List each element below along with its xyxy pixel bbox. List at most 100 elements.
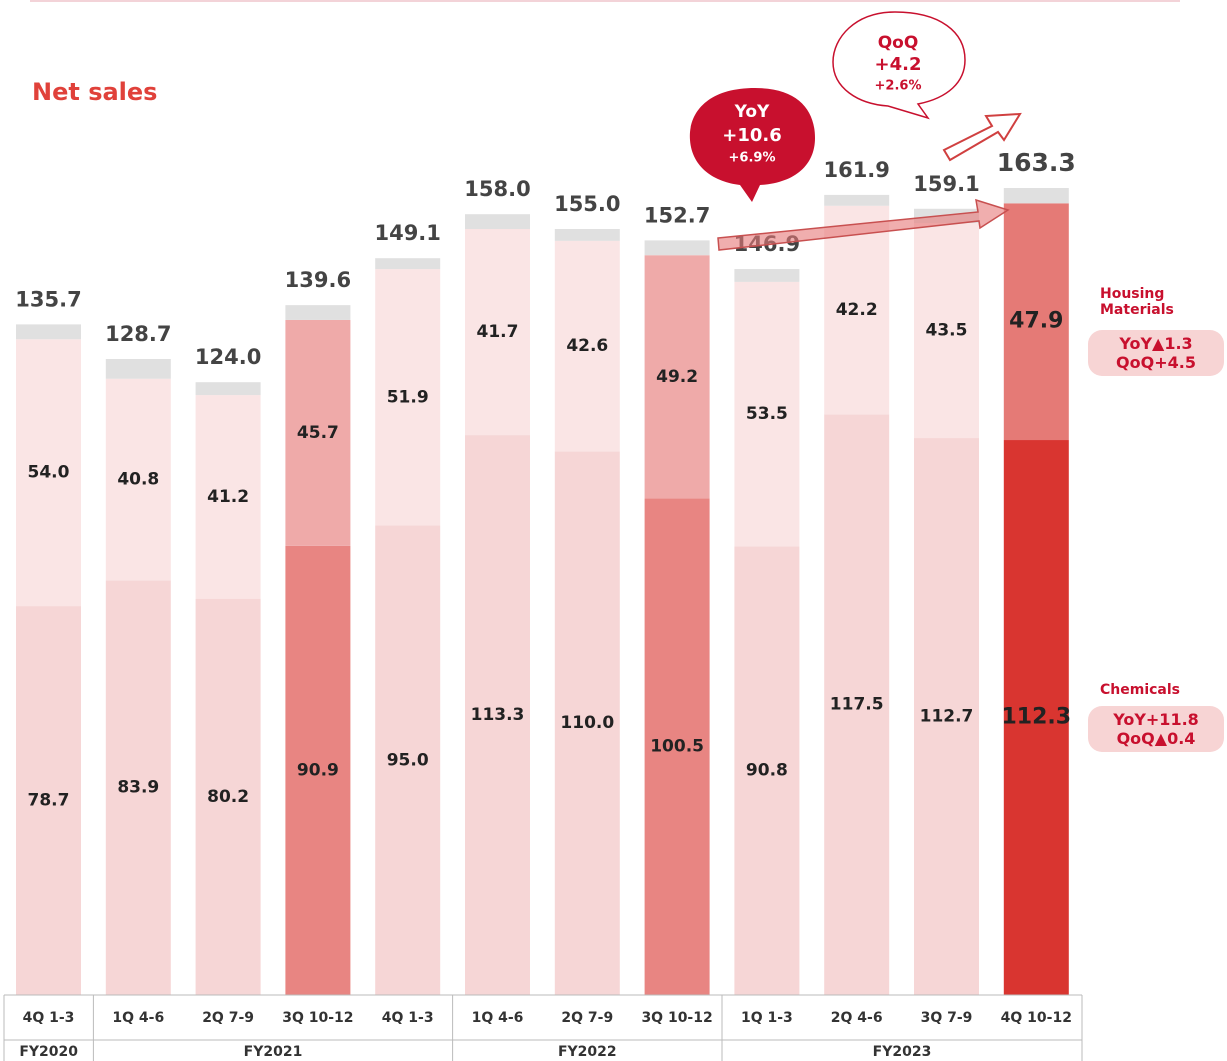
value-label: 53.5: [746, 404, 788, 424]
value-label: 41.2: [207, 487, 249, 507]
note: YoY+11.8: [1113, 710, 1199, 729]
value-label: 112.3: [1002, 705, 1072, 730]
note: QoQ+4.5: [1116, 353, 1196, 372]
x-tick-label: 1Q 4-6: [472, 1010, 524, 1026]
value-label: 95.0: [387, 750, 429, 770]
x-tick-label: 3Q 10-12: [641, 1010, 712, 1026]
value-label: 78.7: [28, 791, 70, 811]
qoq-bubble: [832, 11, 966, 120]
x-tick-label: 2Q 4-6: [831, 1010, 883, 1026]
value-label: 80.2: [207, 787, 249, 807]
bar-segment: [16, 606, 81, 995]
bar-segment: [105, 378, 171, 581]
bar-segment: [554, 240, 620, 452]
value-label: 113.3: [471, 705, 525, 725]
bar-segment: [644, 255, 710, 499]
total-label: 128.7: [105, 322, 171, 346]
total-label: 139.6: [285, 268, 351, 292]
bar-segment: [824, 194, 890, 206]
bar-segment: [824, 414, 890, 995]
bar-segment: [465, 229, 530, 436]
total-label: 159.1: [913, 172, 979, 196]
value-label: 100.5: [650, 737, 704, 757]
x-tick-label: 4Q 1-3: [23, 1010, 75, 1026]
bar-segment: [375, 258, 441, 270]
group-label: FY2021: [244, 1044, 303, 1060]
bar-segment: [375, 525, 441, 995]
bar-segment: [914, 438, 979, 995]
bar-segment: [1003, 188, 1069, 204]
note: YoY▲1.3: [1119, 334, 1193, 353]
total-label: 161.9: [823, 158, 889, 182]
value-label: 83.9: [117, 778, 159, 798]
bar-segment: [1003, 203, 1069, 441]
value-label: 42.2: [836, 300, 878, 320]
group-label: FY2023: [873, 1044, 932, 1060]
value-label: 42.6: [566, 336, 608, 356]
bar-segment: [195, 382, 261, 396]
value-label: 110.0: [560, 713, 614, 733]
total-label: 124.0: [195, 345, 261, 369]
legend-chemicals: Chemicals: [1100, 682, 1181, 698]
bar-segment: [734, 281, 800, 547]
value-label: 41.7: [477, 322, 519, 342]
bar-segment: [285, 319, 351, 546]
x-tick-label: 1Q 1-3: [741, 1010, 793, 1026]
bar-segment: [644, 240, 710, 256]
bar-segment: [105, 358, 171, 379]
value-label: 112.7: [920, 707, 974, 727]
qoq-arrow: [942, 112, 1022, 162]
bar-segment: [734, 546, 800, 995]
value-label: 54.0: [28, 463, 70, 483]
bar-segment: [1003, 440, 1069, 995]
bar-segment: [465, 435, 530, 995]
housing-note: YoY▲1.3 QoQ+4.5: [1088, 330, 1224, 376]
yoy-bubble: [689, 88, 815, 202]
chart-title: Net sales: [32, 78, 157, 106]
x-tick-label: 4Q 10-12: [1001, 1010, 1072, 1026]
bar-segment: [644, 498, 710, 995]
bar-segment: [16, 339, 81, 607]
bar-segment: [105, 580, 171, 995]
qoq-text: +2.6%: [875, 79, 922, 94]
x-tick-label: 2Q 7-9: [561, 1010, 613, 1026]
yoy-text: YoY: [734, 102, 770, 122]
bar-segment: [285, 305, 351, 320]
bar-segment: [195, 598, 261, 995]
value-label: 90.8: [746, 761, 788, 781]
group-label: FY2020: [19, 1044, 78, 1060]
qoq-text: +4.2: [875, 54, 922, 75]
bar-segment: [554, 229, 620, 241]
total-label: 155.0: [554, 192, 620, 216]
total-label: 135.7: [15, 287, 81, 311]
x-tick-label: 3Q 10-12: [282, 1010, 353, 1026]
value-label: 47.9: [1009, 309, 1063, 334]
value-label: 49.2: [656, 367, 698, 387]
value-label: 43.5: [926, 321, 968, 341]
qoq-text: QoQ: [878, 33, 919, 53]
bar-segment: [16, 324, 81, 340]
yoy-text: +6.9%: [729, 151, 776, 166]
bar-segment: [375, 269, 441, 526]
yoy-text: +10.6: [722, 125, 782, 146]
bar-segment: [554, 451, 620, 995]
total-label: 149.1: [374, 221, 440, 245]
total-label: 152.7: [644, 203, 710, 227]
bar-segment: [195, 395, 261, 599]
chemicals-note: YoY+11.8 QoQ▲0.4: [1088, 706, 1224, 752]
value-label: 45.7: [297, 423, 339, 443]
value-label: 117.5: [830, 695, 884, 715]
total-label: 158.0: [464, 177, 530, 201]
bar-segment: [824, 205, 890, 415]
legend-housing: Housing Materials: [1100, 286, 1174, 318]
value-label: 40.8: [117, 470, 159, 490]
bar-segment: [465, 214, 530, 230]
value-label: 51.9: [387, 387, 429, 407]
bar-segment: [285, 545, 351, 995]
bar-segment: [914, 223, 979, 439]
trend-arrow: [717, 198, 1010, 251]
group-label: FY2022: [558, 1044, 617, 1060]
value-label: 90.9: [297, 760, 339, 780]
